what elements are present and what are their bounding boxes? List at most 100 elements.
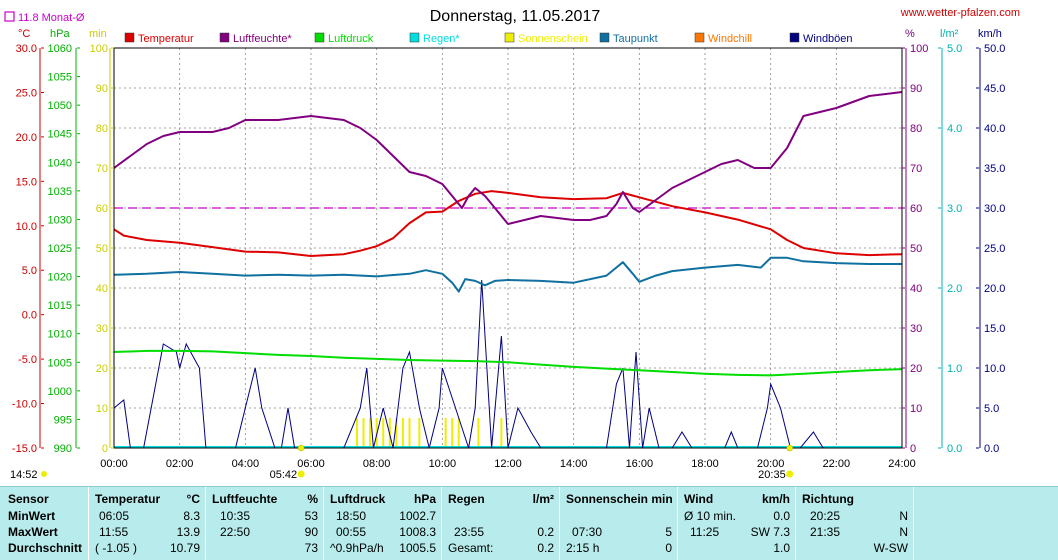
sunshine-bar-9 [418, 418, 421, 448]
axis-minutes-tick-9: 10 [96, 403, 108, 415]
axis-pressure-tick-11: 1005 [48, 357, 72, 369]
unit-percent: % [905, 28, 915, 40]
website-link[interactable]: www.wetter-pfalzen.com [900, 7, 1020, 19]
axis-minutes-tick-8: 20 [96, 363, 108, 375]
axis-wind-tick-0: 50.0 [984, 43, 1005, 55]
legend-swatch-7 [789, 32, 800, 43]
axis-percent-tick-8: 20 [910, 363, 922, 375]
axis-pressure-tick-9: 1015 [48, 300, 72, 312]
dir-min-value: N [899, 509, 908, 523]
press-min-value: 1002.7 [399, 509, 436, 523]
stats-row-max: MaxWert [8, 525, 58, 539]
hum-min-time: 10:35 [220, 509, 251, 523]
wind-avg-value: 1.0 [773, 541, 790, 555]
axis-pressure-tick-8: 1020 [48, 272, 72, 284]
press-max-value: 1008.3 [399, 525, 436, 539]
chart-title: Donnerstag, 11.05.2017 [430, 8, 601, 25]
axis-wind-tick-4: 30.0 [984, 203, 1005, 215]
stats-col-empty [913, 487, 1058, 560]
rain-total-value: 0.2 [537, 541, 554, 555]
x-tick-0: 00:00 [100, 458, 128, 470]
sunshine-bar-10 [444, 418, 447, 448]
rain-max-value: 0.2 [537, 525, 554, 539]
hum-min-value: 53 [304, 509, 318, 523]
axis-minutes-tick-5: 50 [96, 243, 108, 255]
axis-temp-tick-7: -5.0 [18, 354, 37, 366]
wind-avg10-label: Ø 10 min. [684, 509, 737, 523]
axis-temp-tick-0: 30.0 [16, 43, 37, 55]
stats-unit-wind: km/h [761, 492, 790, 506]
axis-temp-tick-1: 25.0 [16, 87, 37, 99]
axis-percent-tick-10: 0 [910, 443, 916, 455]
axis-rain-tick-4: 1.0 [947, 363, 962, 375]
temp-min-time: 06:05 [99, 509, 130, 523]
stats-header-direction: Richtung [802, 492, 854, 506]
x-tick-8: 16:00 [626, 458, 654, 470]
legend-swatch-5 [599, 32, 610, 43]
legend-label-3: Regen* [423, 33, 460, 45]
stats-col-sunshine: Sonnenschein min 07:30 5 2:15 h 0 [559, 487, 678, 560]
axis-percent-tick-1: 90 [910, 83, 922, 95]
temp-max-time: 11:55 [99, 525, 129, 539]
press-avg-value: 1005.5 [399, 541, 436, 555]
sunshine-bar-2 [369, 418, 372, 448]
legend-label-7: Windböen [803, 33, 853, 45]
axis-pressure-tick-12: 1000 [48, 386, 72, 398]
axis-temp-tick-5: 5.0 [22, 265, 37, 277]
statistics-panel: Sensor MinWert MaxWert Durchschnitt Temp… [0, 486, 1058, 560]
legend-swatch-2 [314, 32, 325, 43]
axis-rain-tick-0: 5.0 [947, 43, 962, 55]
axis-pressure-tick-4: 1040 [48, 157, 72, 169]
axis-temp-tick-6: 0.0 [22, 310, 37, 322]
plot-area [113, 91, 903, 449]
legend-label-2: Luftdruck [328, 33, 374, 45]
axis-wind-tick-10: 0.0 [984, 443, 999, 455]
press-max-time: 00:55 [336, 525, 367, 539]
stats-header-humidity: Luftfeuchte [212, 492, 278, 506]
stats-col-humidity: Luftfeuchte % 10:35 53 22:50 90 73 [205, 487, 324, 560]
monthly-avg-label: 11.8 Monat-Ø [18, 12, 85, 24]
sunshine-bar-12 [457, 418, 460, 448]
sun-marker-0 [297, 444, 305, 452]
dir-max-time: 21:35 [810, 525, 841, 539]
stats-header-wind: Wind [684, 492, 714, 506]
axis-percent-tick-0: 100 [910, 43, 928, 55]
stats-unit-rain: l/m² [532, 492, 554, 506]
stats-row-min: MinWert [8, 509, 56, 523]
axis-minutes-tick-4: 60 [96, 203, 108, 215]
temp-avg-note: ( -1.05 ) [95, 541, 138, 555]
axis-rain-tick-1: 4.0 [947, 123, 962, 135]
x-tick-7: 14:00 [560, 458, 588, 470]
dir-min-time: 20:25 [810, 509, 841, 523]
axis-minutes-tick-2: 80 [96, 123, 108, 135]
sun-event-label-0: 05:42 [270, 469, 298, 481]
stats-col-direction: Richtung 20:25 N 21:35 N W-SW [795, 487, 914, 560]
legend-label-4: Sonnenschein [518, 33, 588, 45]
axes: 30.0 25.0 20.0 15.0 10.0 5.0 0.0 -5.0 -10.0 -15.0… [10, 43, 1005, 481]
x-tick-10: 20:00 [757, 458, 785, 470]
axis-wind-tick-5: 25.0 [984, 243, 1005, 255]
x-tick-5: 10:00 [429, 458, 457, 470]
axis-pressure-tick-6: 1030 [48, 214, 72, 226]
axis-pressure-tick-1: 1055 [48, 72, 72, 84]
axis-percent-tick-3: 70 [910, 163, 922, 175]
grid [114, 48, 902, 448]
axis-percent-tick-2: 80 [910, 123, 922, 135]
unit-pressure: hPa [50, 28, 70, 40]
wind-max-value: SW 7.3 [750, 525, 790, 539]
legend-swatch-6 [694, 32, 705, 43]
hum-avg-value: 73 [304, 541, 318, 555]
dir-max-value: N [899, 525, 908, 539]
series-3 [113, 256, 902, 293]
axis-percent-tick-9: 10 [910, 403, 922, 415]
legend-label-1: Luftfeuchte* [233, 33, 292, 45]
stats-col-wind: Wind km/h Ø 10 min. 0.0 11:25 SW 7.3 1.0 [677, 487, 796, 560]
axis-minutes-tick-3: 70 [96, 163, 108, 175]
unit-wind: km/h [978, 28, 1002, 40]
unit-minutes: min [89, 28, 107, 40]
unit-temp: °C [18, 28, 30, 40]
stats-header-temperature: Temperatur [95, 492, 161, 506]
legend-swatch-1 [219, 32, 230, 43]
x-tick-1: 02:00 [166, 458, 194, 470]
sun-total-value: 0 [665, 541, 672, 555]
